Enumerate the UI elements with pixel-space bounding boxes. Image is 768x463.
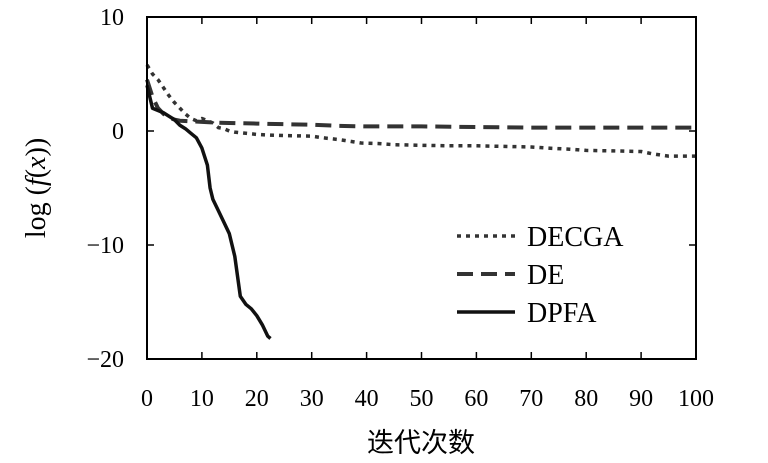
- y-axis-label-x: x: [21, 156, 52, 170]
- y-axis-label-prefix: log (: [21, 186, 52, 238]
- x-tick-label: 10: [190, 386, 214, 412]
- x-tick-label: 30: [300, 386, 324, 412]
- x-tick-label: 0: [141, 386, 153, 412]
- legend-label-dpfa: DPFA: [527, 298, 597, 329]
- y-tick-label: −10: [86, 233, 124, 259]
- series-line-dpfa: [145, 84, 272, 340]
- y-axis-label-f: f: [21, 175, 52, 186]
- y-axis-label-open: (: [21, 169, 52, 178]
- y-axis-label-close: )): [21, 138, 52, 157]
- legend-label-de: DE: [527, 260, 564, 291]
- series-line-decga: [145, 63, 696, 158]
- x-axis-ticks: 0 10 20 30 40 50 60 70 80 90 100: [141, 17, 714, 412]
- x-tick-label: 40: [355, 386, 379, 412]
- y-tick-label: 10: [100, 5, 124, 31]
- legend-label-decga: DECGA: [527, 222, 624, 253]
- x-axis-label: 迭代次数: [367, 428, 475, 459]
- y-tick-label: 0: [112, 119, 124, 145]
- x-tick-label: 70: [519, 386, 543, 412]
- x-tick-label: 50: [410, 386, 434, 412]
- series-lines: [145, 63, 696, 340]
- legend: DECGA DE DPFA: [457, 222, 624, 329]
- y-axis-label: log (f(x)): [21, 138, 52, 238]
- x-tick-label: 20: [245, 386, 269, 412]
- y-axis-ticks: 10 0 −10 −20: [86, 5, 696, 373]
- series-line-de: [145, 79, 696, 130]
- x-tick-label: 90: [629, 386, 653, 412]
- x-tick-label: 60: [464, 386, 488, 412]
- x-tick-label: 100: [678, 386, 714, 412]
- x-tick-label: 80: [574, 386, 598, 412]
- plot-frame: [146, 16, 697, 360]
- y-tick-label: −20: [86, 347, 124, 373]
